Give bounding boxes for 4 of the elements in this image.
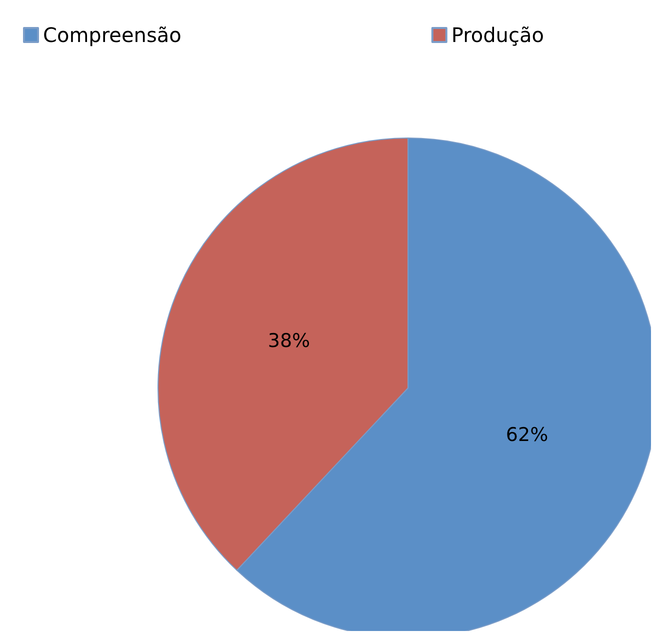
legend-label: Produção (451, 23, 544, 47)
data-label: 62% (506, 424, 548, 446)
legend-label: Compreensão (43, 23, 182, 47)
data-label: 38% (268, 330, 310, 352)
